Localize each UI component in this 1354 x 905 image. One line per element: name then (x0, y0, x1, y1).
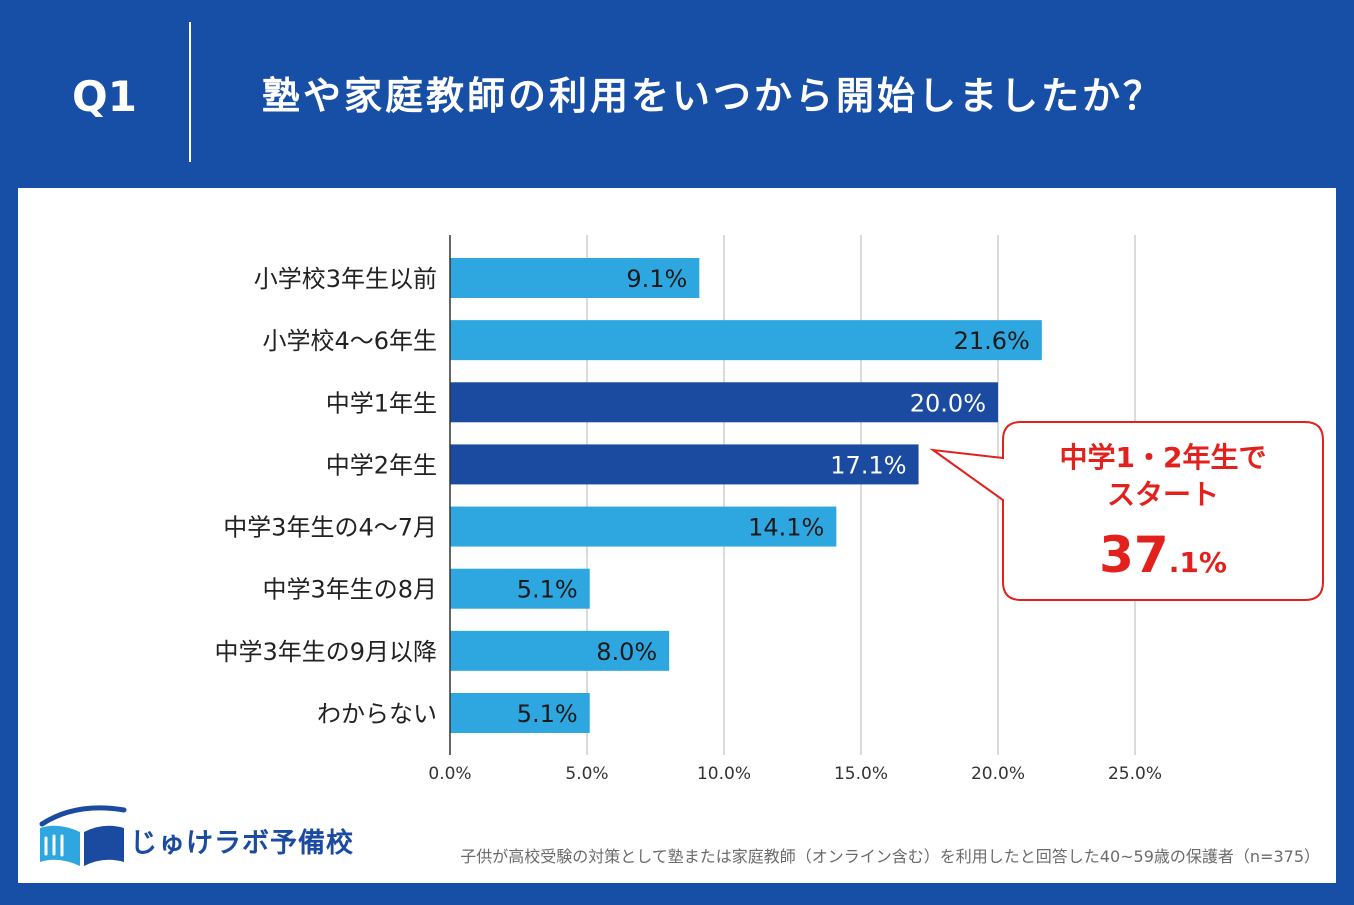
bar-value-label: 14.1% (748, 514, 824, 542)
category-label: 小学校4～6年生 (262, 327, 437, 355)
callout-line2: スタート (1107, 478, 1219, 511)
callout-value-int: 37 (1099, 526, 1169, 584)
bar (450, 568, 590, 609)
book-icon (39, 805, 127, 866)
question-number: Q1 (72, 72, 137, 121)
callout-value-frac: .1% (1169, 546, 1227, 579)
header-divider (189, 22, 191, 162)
logo-text: じゅけラボ予備校 (130, 828, 354, 859)
callout: 中学1・2年生で スタート 37.1% (929, 421, 1324, 601)
x-tick-label: 10.0% (697, 764, 751, 784)
bar (450, 320, 1042, 361)
category-label: 小学校3年生以前 (254, 265, 437, 293)
bar (450, 506, 837, 547)
x-tick-label: 15.0% (834, 764, 888, 784)
category-label: わからない (317, 700, 437, 728)
bar (450, 692, 590, 733)
chart-marks: 0.0% 5.0% 10.0% 15.0% 20.0% 25.0% 小学校3年生以前 9.1%… (214, 235, 1162, 784)
bar (450, 258, 700, 298)
callout-value: 37.1% (1099, 526, 1227, 584)
category-label: 中学3年生の9月以降 (214, 638, 437, 666)
bar-value-label: 17.1% (830, 451, 906, 479)
bar-value-label: 5.1% (517, 700, 578, 728)
bar-value-label: 5.1% (517, 576, 578, 604)
bar-value-label: 21.6% (954, 327, 1030, 355)
callout-box (929, 421, 1324, 601)
category-label: 中学2年生 (326, 451, 437, 479)
x-tick-label: 25.0% (1108, 764, 1162, 784)
bar-value-label: 20.0% (910, 389, 986, 417)
category-label: 中学3年生の4～7月 (223, 514, 437, 542)
bar-chart: 0.0% 5.0% 10.0% 15.0% 20.0% 25.0% 小学校3年生以前 9.1%… (214, 235, 1324, 784)
footnote: 子供が高校受験の対策として塾または家庭教師（オンライン含む）を利用したと回答した… (460, 847, 1320, 866)
page-title: 塾や家庭教師の利用をいつから開始しましたか？ (262, 74, 1165, 118)
bar (450, 382, 998, 423)
category-label: 中学1年生 (326, 389, 437, 417)
bar-value-label: 9.1% (626, 265, 687, 293)
x-tick-label: 5.0% (565, 764, 608, 784)
bar (450, 444, 919, 485)
x-tick-label: 0.0% (428, 764, 471, 784)
bar-value-label: 8.0% (596, 638, 657, 666)
x-tick-label: 20.0% (971, 764, 1025, 784)
callout-line1: 中学1・2年生で (1060, 441, 1267, 474)
bar (450, 630, 670, 671)
category-label: 中学3年生の8月 (262, 576, 437, 604)
